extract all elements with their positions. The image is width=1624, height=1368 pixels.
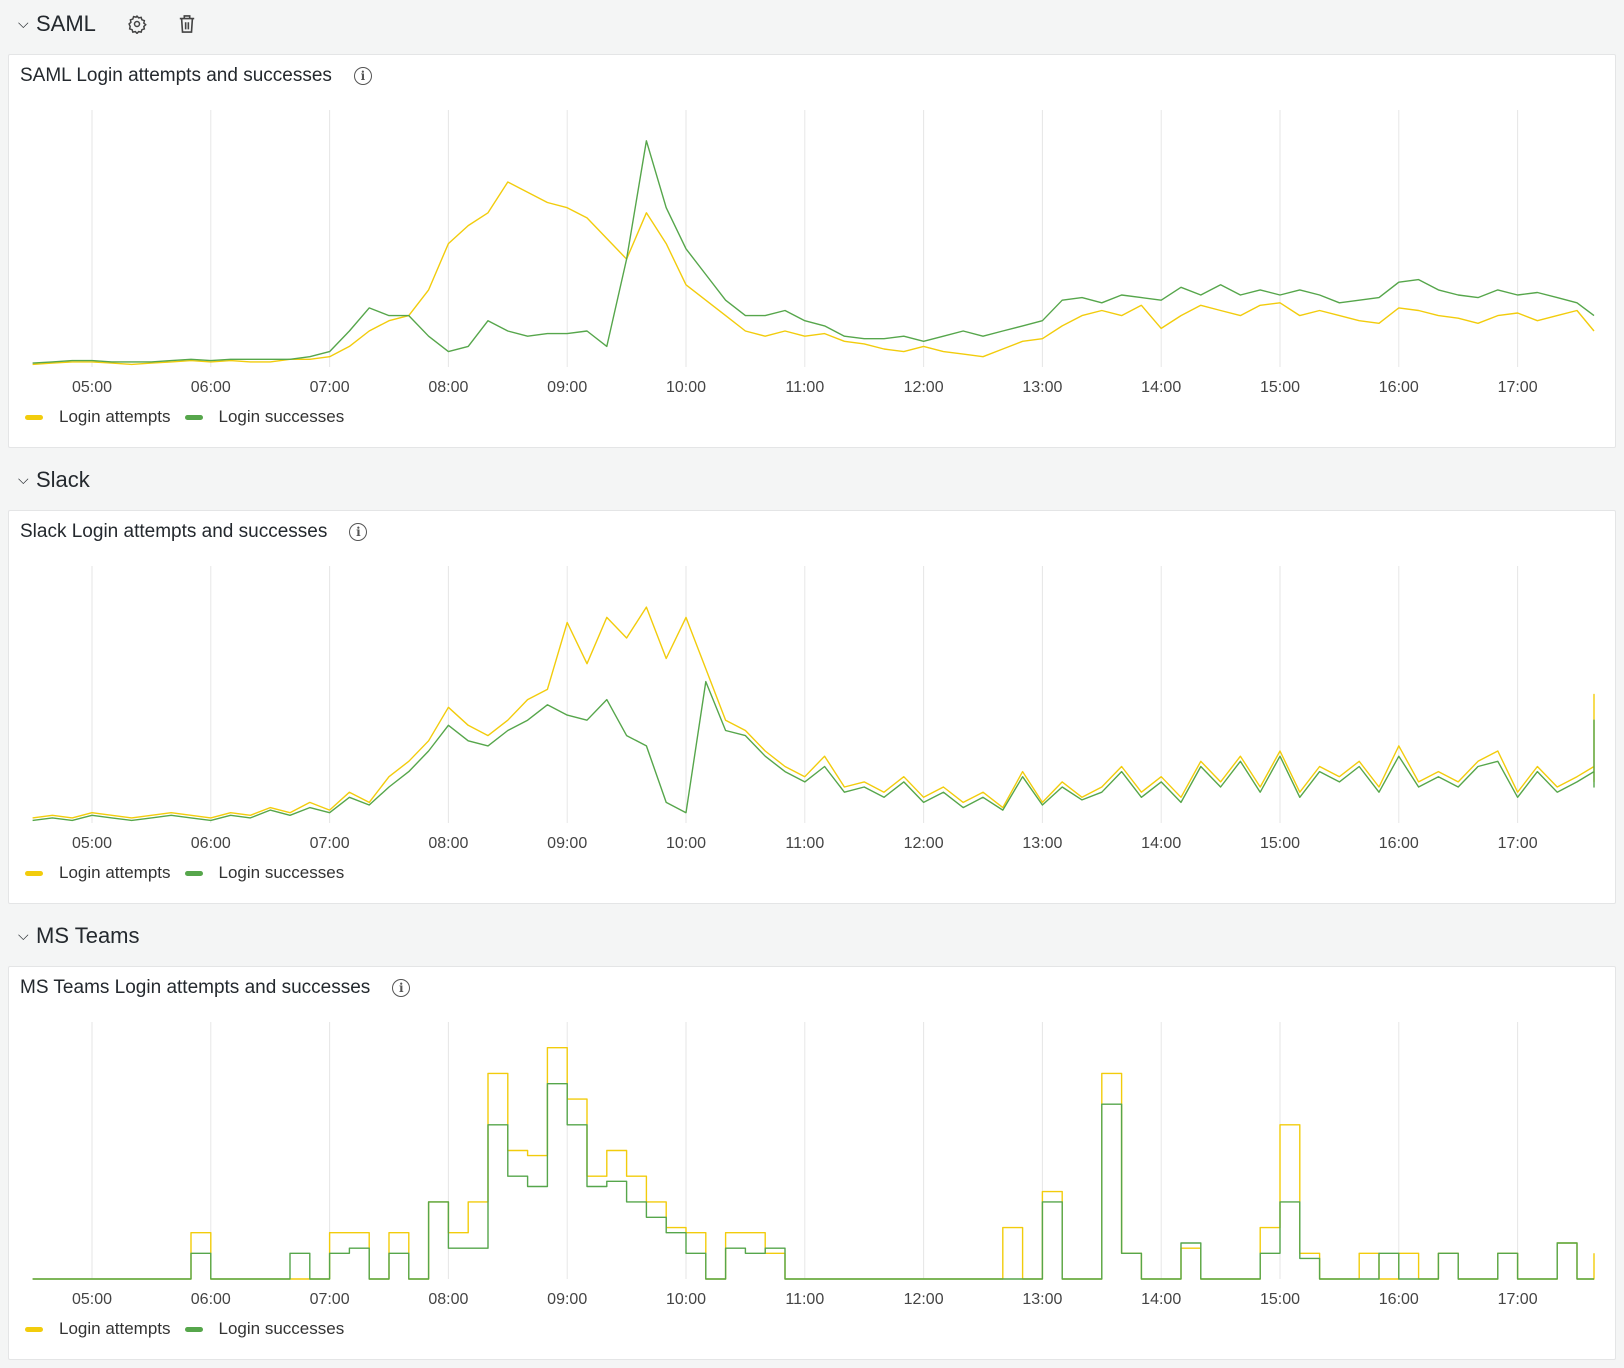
x-tick-label: 13:00 <box>1022 835 1062 852</box>
legend: Login attempts Login successes <box>25 407 358 427</box>
x-tick-label: 09:00 <box>547 835 587 852</box>
x-tick-label: 05:00 <box>72 835 112 852</box>
info-icon[interactable]: i <box>349 523 368 541</box>
chevron-down-icon[interactable]: ⌵ <box>18 470 29 487</box>
series-line-login-attempts[interactable] <box>32 181 1595 366</box>
panel-title: MS Teams Login attempts and successes i <box>20 977 411 999</box>
legend-item-attempts[interactable]: Login attempts <box>25 407 171 427</box>
green-swatch-icon <box>184 414 203 420</box>
x-tick-label: 17:00 <box>1498 835 1538 852</box>
yellow-swatch-icon <box>25 870 43 876</box>
x-tick-label: 09:00 <box>547 1291 587 1308</box>
info-icon[interactable]: i <box>353 67 372 85</box>
x-tick-label: 06:00 <box>191 835 231 852</box>
x-tick-label: 15:00 <box>1260 1291 1300 1308</box>
x-tick-label: 11:00 <box>785 1291 824 1308</box>
row-title[interactable]: MS Teams <box>36 923 140 948</box>
legend-item-successes[interactable]: Login successes <box>184 407 345 427</box>
legend-label: Login successes <box>218 407 345 426</box>
panel-title-text: MS Teams Login attempts and successes <box>20 977 371 998</box>
gear-icon[interactable] <box>126 13 148 35</box>
panel-title: Slack Login attempts and successes i <box>20 521 368 543</box>
series-line-login-successes[interactable] <box>32 140 1595 364</box>
x-tick-label: 16:00 <box>1379 379 1419 396</box>
chevron-down-icon[interactable]: ⌵ <box>18 14 29 31</box>
trash-icon[interactable] <box>176 13 198 35</box>
row-header-slack[interactable]: ⌵ Slack <box>18 464 90 496</box>
x-tick-label: 10:00 <box>666 835 706 852</box>
green-swatch-icon <box>184 1326 203 1332</box>
x-tick-label: 07:00 <box>310 379 350 396</box>
x-tick-label: 11:00 <box>785 379 824 396</box>
legend-label: Login successes <box>218 1319 345 1338</box>
x-tick-label: 08:00 <box>428 835 468 852</box>
panel-title-text: SAML Login attempts and successes <box>20 65 332 86</box>
legend-item-attempts[interactable]: Login attempts <box>25 863 171 883</box>
series-line-login-successes[interactable] <box>32 680 1595 822</box>
yellow-swatch-icon <box>25 414 43 420</box>
panel-slack: Slack Login attempts and successes i 05:… <box>8 510 1616 904</box>
time-series-chart[interactable]: 05:00 06:00 07:00 08:00 09:00 10:00 11:00 12:00… <box>9 55 1617 405</box>
time-series-chart[interactable]: 05:00 06:00 07:00 08:00 09:00 10:00 11:00 12:00… <box>9 511 1617 861</box>
row-title[interactable]: Slack <box>36 467 90 492</box>
series-line-login-attempts[interactable] <box>32 606 1595 819</box>
legend-label: Login attempts <box>59 863 171 882</box>
x-tick-label: 11:00 <box>785 835 824 852</box>
legend: Login attempts Login successes <box>25 863 358 883</box>
x-tick-label: 06:00 <box>191 379 231 396</box>
row-title[interactable]: SAML <box>36 11 96 36</box>
row-header-ms-teams[interactable]: ⌵ MS Teams <box>18 920 140 952</box>
x-tick-label: 15:00 <box>1260 835 1300 852</box>
x-tick-label: 12:00 <box>904 835 944 852</box>
legend-item-attempts[interactable]: Login attempts <box>25 1319 171 1339</box>
panel-title: SAML Login attempts and successes i <box>20 65 372 87</box>
x-tick-label: 06:00 <box>191 1291 231 1308</box>
legend-item-successes[interactable]: Login successes <box>184 863 345 883</box>
time-series-chart[interactable]: 05:00 06:00 07:00 08:00 09:00 10:00 11:00 12:00… <box>9 967 1617 1317</box>
green-swatch-icon <box>184 870 203 876</box>
legend-label: Login attempts <box>59 1319 171 1338</box>
x-tick-label: 14:00 <box>1141 1291 1181 1308</box>
panel-title-text: Slack Login attempts and successes <box>20 521 328 542</box>
x-tick-label: 14:00 <box>1141 835 1181 852</box>
x-tick-label: 13:00 <box>1022 1291 1062 1308</box>
legend-label: Login attempts <box>59 407 171 426</box>
legend-label: Login successes <box>218 863 345 882</box>
x-tick-label: 16:00 <box>1379 1291 1419 1308</box>
x-tick-label: 10:00 <box>666 1291 706 1308</box>
chevron-down-icon[interactable]: ⌵ <box>18 926 29 943</box>
x-tick-label: 12:00 <box>904 1291 944 1308</box>
x-tick-label: 13:00 <box>1022 379 1062 396</box>
x-tick-label: 05:00 <box>72 1291 112 1308</box>
legend-item-successes[interactable]: Login successes <box>184 1319 345 1339</box>
x-tick-label: 16:00 <box>1379 835 1419 852</box>
x-tick-label: 08:00 <box>428 1291 468 1308</box>
x-tick-label: 17:00 <box>1498 1291 1538 1308</box>
x-tick-label: 10:00 <box>666 379 706 396</box>
info-icon[interactable]: i <box>392 979 411 997</box>
x-tick-label: 09:00 <box>547 379 587 396</box>
x-tick-label: 12:00 <box>904 379 944 396</box>
x-tick-label: 14:00 <box>1141 379 1181 396</box>
x-tick-label: 07:00 <box>310 1291 350 1308</box>
yellow-swatch-icon <box>25 1326 43 1332</box>
x-tick-label: 17:00 <box>1498 379 1538 396</box>
x-tick-label: 08:00 <box>428 379 468 396</box>
series-line-login-successes[interactable] <box>32 1082 1594 1280</box>
x-tick-label: 05:00 <box>72 379 112 396</box>
panel-saml: SAML Login attempts and successes i 05:0… <box>8 54 1616 448</box>
legend: Login attempts Login successes <box>25 1319 358 1339</box>
row-header-saml[interactable]: ⌵ SAML <box>18 8 198 40</box>
x-tick-label: 15:00 <box>1260 379 1300 396</box>
series-line-login-attempts[interactable] <box>32 1046 1595 1280</box>
panel-ms-teams: MS Teams Login attempts and successes i … <box>8 966 1616 1360</box>
x-tick-label: 07:00 <box>310 835 350 852</box>
